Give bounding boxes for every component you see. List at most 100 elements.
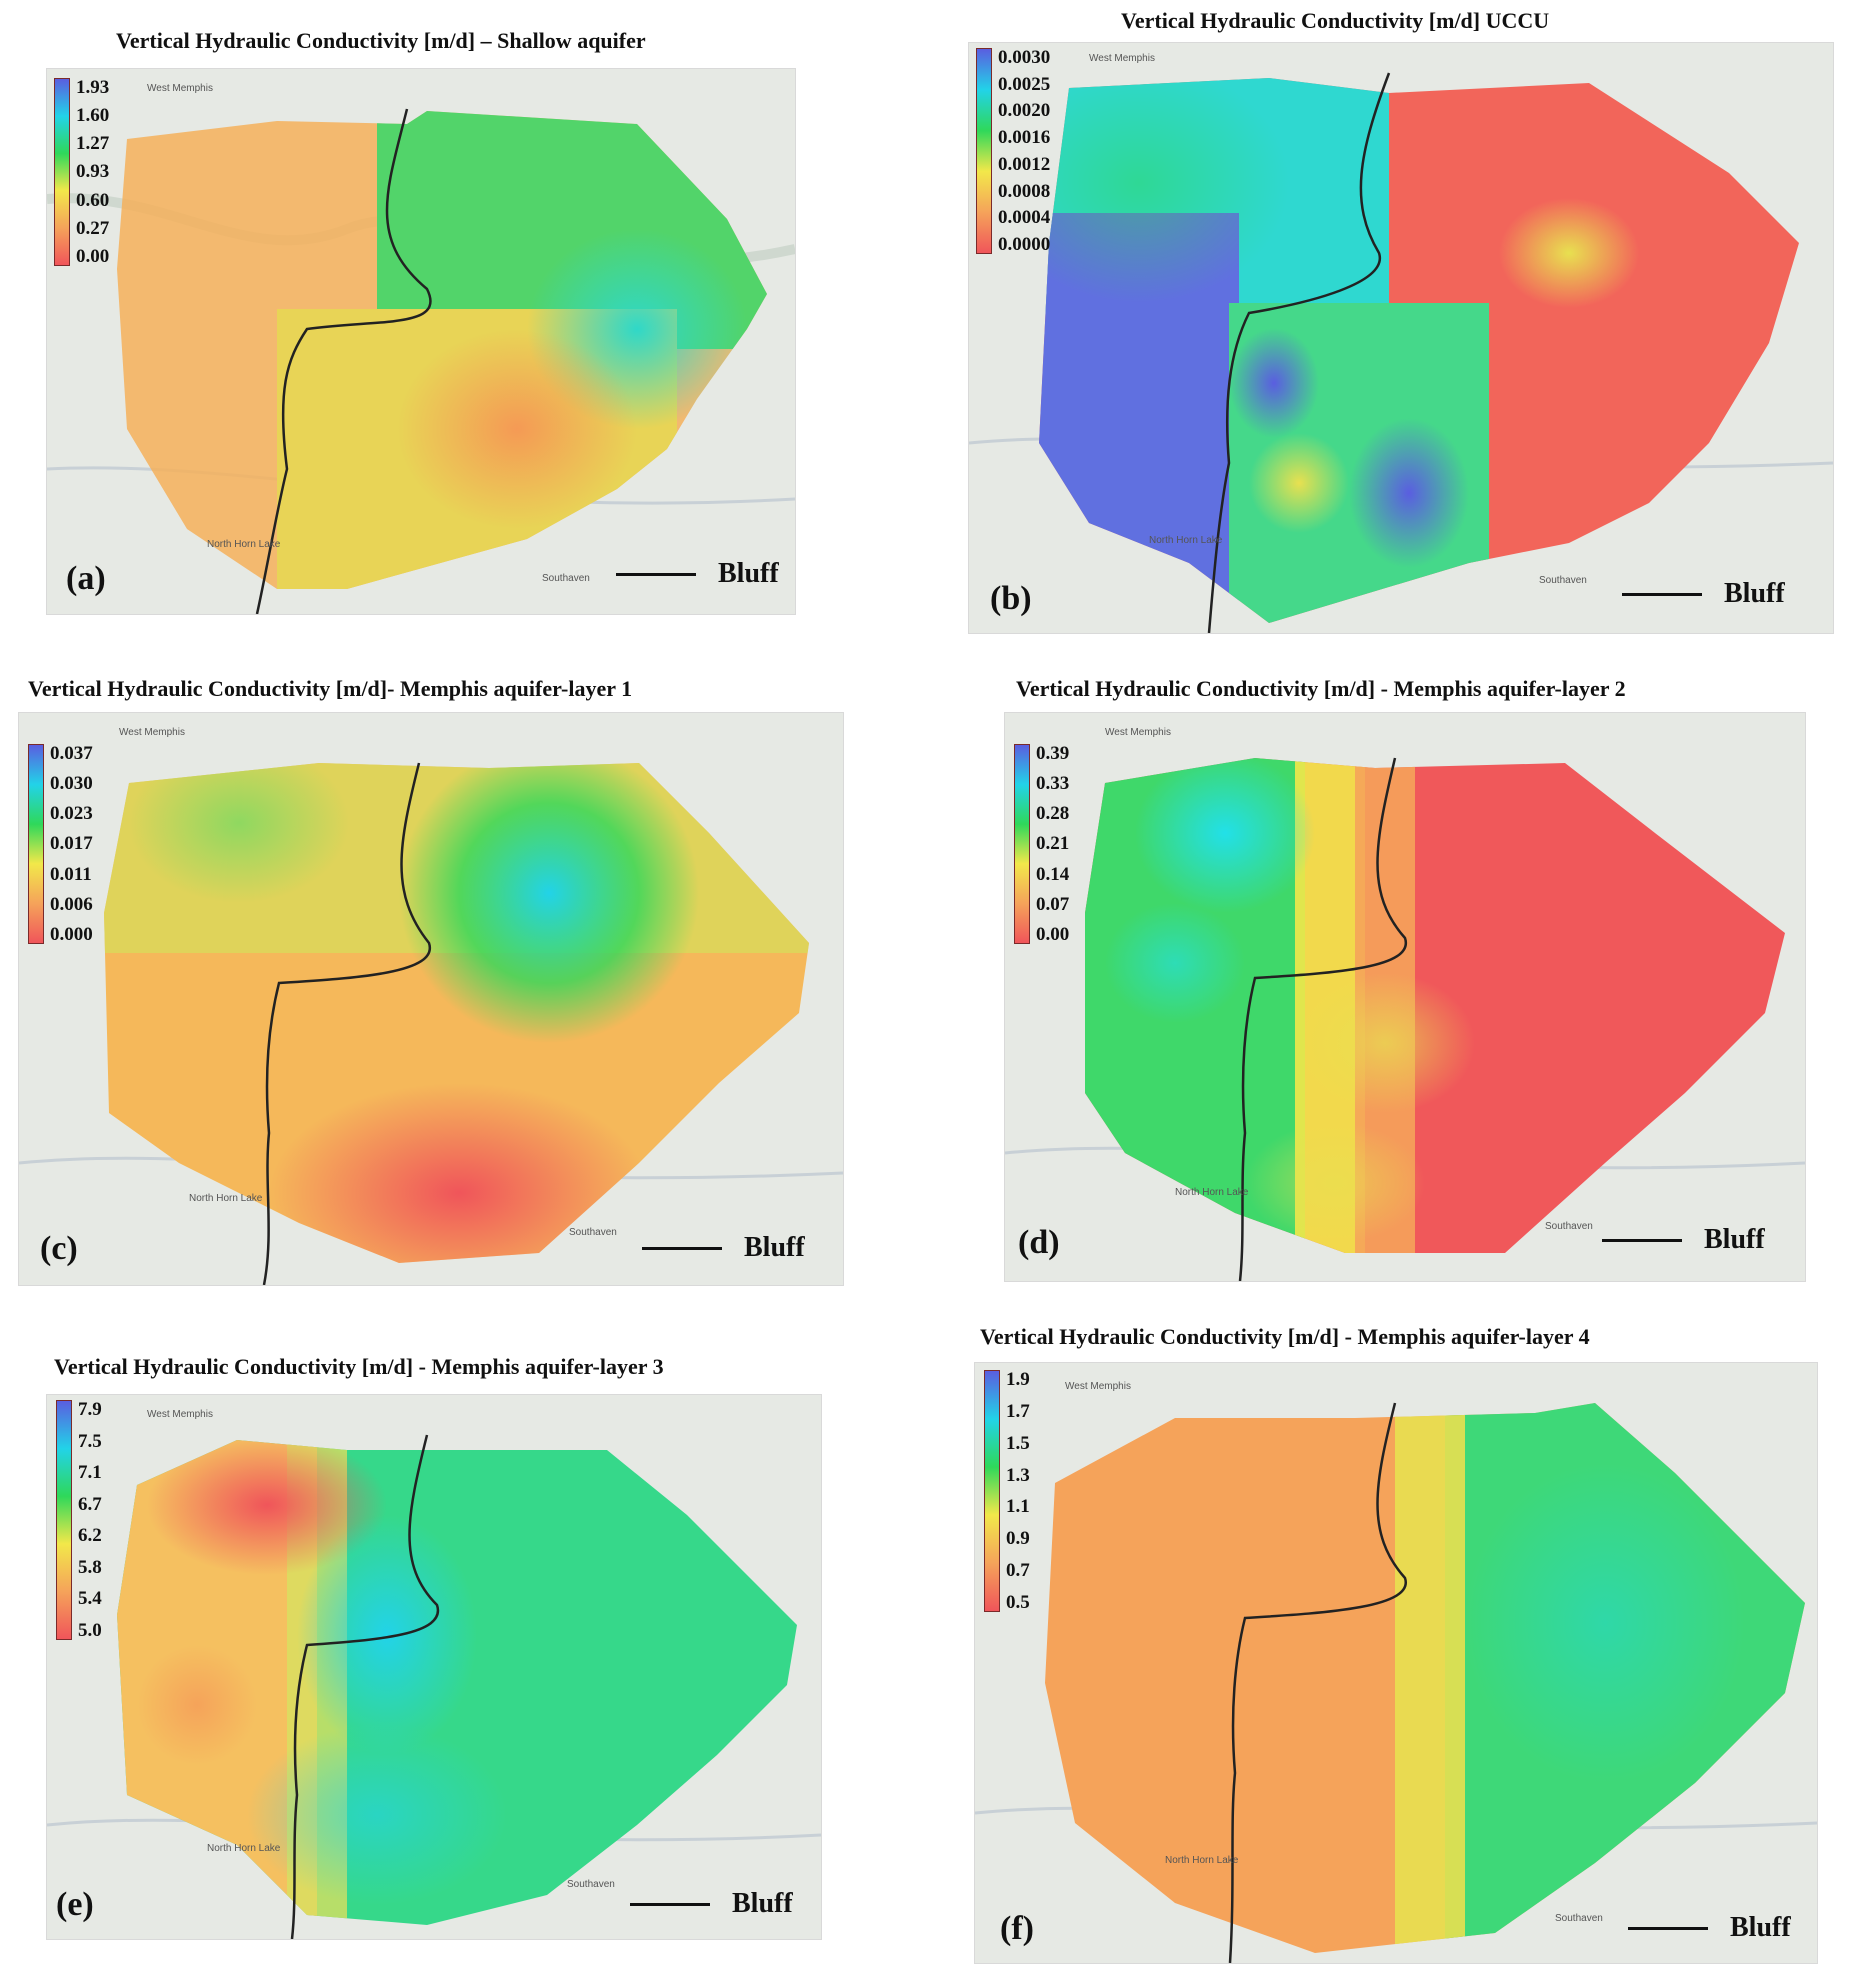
legend-tick: 0.00 [76,245,110,267]
svg-text:West Memphis: West Memphis [1089,53,1155,64]
legend-tick: 0.037 [50,743,93,764]
legend-tick: 1.93 [76,77,110,98]
svg-text:Southaven: Southaven [567,1879,615,1890]
legend-tick: 1.9 [1006,1369,1030,1390]
svg-text:Southaven: Southaven [1539,575,1587,586]
svg-text:Southaven: Southaven [569,1227,617,1238]
color-legend: 7.9 7.5 7.1 6.7 6.2 5.8 5.4 5.0 [56,1400,102,1640]
legend-colorbar [56,1400,72,1640]
legend-colorbar [28,744,44,944]
svg-text:West Memphis: West Memphis [1065,1381,1131,1392]
color-legend: 1.93 1.60 1.27 0.93 0.60 0.27 0.00 [54,78,109,266]
map: West Memphis Southaven North Horn Lake [18,712,844,1286]
svg-text:Southaven: Southaven [1555,1913,1603,1924]
panel-title: Vertical Hydraulic Conductivity [m/d] - … [1016,676,1626,701]
legend-tick: 0.7 [1006,1560,1030,1582]
bluff-legend: Bluff [1628,1912,1791,1944]
legend-tick: 0.14 [1036,863,1070,885]
legend-colorbar [54,78,70,266]
legend-tick: 0.07 [1036,893,1070,915]
panel-label: (a) [66,560,106,597]
bluff-label: Bluff [1730,1912,1791,1943]
panel-title: Vertical Hydraulic Conductivity [m/d] – … [116,28,646,53]
svg-text:North Horn Lake: North Horn Lake [189,1193,263,1204]
legend-tick: 5.4 [78,1588,102,1610]
svg-text:North Horn Lake: North Horn Lake [207,539,281,550]
bluff-line [1628,1926,1708,1930]
color-legend: 1.9 1.7 1.5 1.3 1.1 0.9 0.7 0.5 [984,1370,1030,1612]
panel-title: Vertical Hydraulic Conductivity [m/d] UC… [1121,8,1550,33]
legend-tick: 6.7 [78,1493,102,1515]
legend-tick: 1.60 [76,105,110,127]
bluff-line [1602,1238,1682,1242]
legend-tick: 0.030 [50,773,93,795]
map: West Memphis Southaven North Horn Lake [1004,712,1806,1282]
legend-tick: 1.5 [1006,1432,1030,1454]
legend-tick: 0.27 [76,217,110,239]
legend-tick: 0.9 [1006,1528,1030,1550]
legend-tick: 5.0 [78,1619,102,1641]
legend-tick: 1.1 [1006,1496,1030,1518]
bluff-line [1622,592,1702,596]
bluff-label: Bluff [732,1888,793,1919]
svg-text:West Memphis: West Memphis [119,727,185,738]
panel-label: (b) [990,580,1032,617]
svg-text:North Horn Lake: North Horn Lake [1149,535,1223,546]
legend-tick: 0.017 [50,833,93,855]
bluff-line [642,1246,722,1250]
bluff-line [630,1902,710,1906]
bluff-label: Bluff [744,1232,805,1263]
panel-label: (d) [1018,1224,1060,1261]
legend-tick: 7.9 [78,1399,102,1420]
legend-tick: 1.7 [1006,1400,1030,1422]
bluff-label: Bluff [1724,578,1785,609]
legend-tick: 0.5 [1006,1591,1030,1613]
legend-tick: 0.0016 [998,127,1051,149]
legend-tick: 0.000 [50,923,93,945]
legend-tick: 1.27 [76,133,110,155]
panel-label: (c) [40,1230,78,1267]
legend-colorbar [1014,744,1030,944]
legend-tick: 7.5 [78,1430,102,1452]
legend-tick: 0.60 [76,189,110,211]
bluff-label: Bluff [718,558,779,589]
svg-text:West Memphis: West Memphis [147,83,213,94]
legend-tick: 0.0025 [998,73,1051,95]
legend-tick: 0.39 [1036,743,1070,764]
bluff-legend: Bluff [630,1888,793,1920]
color-legend: 0.0030 0.0025 0.0020 0.0016 0.0012 0.000… [976,48,1050,254]
legend-tick: 0.006 [50,893,93,915]
panel-title: Vertical Hydraulic Conductivity [m/d] - … [980,1324,1590,1349]
svg-text:North Horn Lake: North Horn Lake [1175,1187,1249,1198]
legend-tick: 0.33 [1036,773,1070,795]
svg-text:Southaven: Southaven [542,573,590,584]
legend-tick: 0.011 [50,863,92,885]
legend-tick: 0.0004 [998,207,1051,229]
legend-tick: 0.28 [1036,803,1070,825]
legend-tick: 0.0000 [998,233,1051,255]
legend-tick: 0.0012 [998,153,1051,175]
map: West Memphis Southaven North Horn Lake [974,1362,1818,1964]
svg-text:West Memphis: West Memphis [1105,727,1171,738]
bluff-legend: Bluff [1622,578,1785,610]
legend-tick: 0.0030 [998,47,1051,68]
svg-text:North Horn Lake: North Horn Lake [1165,1855,1239,1866]
legend-tick: 6.2 [78,1525,102,1547]
panel-label: (f) [1000,1910,1034,1947]
legend-tick: 0.023 [50,803,93,825]
panel-title: Vertical Hydraulic Conductivity [m/d] - … [54,1354,664,1379]
legend-tick: 0.93 [76,161,110,183]
legend-tick: 7.1 [78,1462,102,1484]
legend-colorbar [984,1370,1000,1612]
legend-tick: 0.0008 [998,180,1051,202]
legend-tick: 0.21 [1036,833,1070,855]
map: West Memphis Southaven North Horn Lake [968,42,1834,634]
color-legend: 0.39 0.33 0.28 0.21 0.14 0.07 0.00 [1014,744,1069,944]
color-legend: 0.037 0.030 0.023 0.017 0.011 0.006 0.00… [28,744,93,944]
bluff-legend: Bluff [642,1232,805,1264]
map: West Memphis Southaven North Horn Lake [46,1394,822,1940]
svg-text:Southaven: Southaven [1545,1221,1593,1232]
map: West Memphis Southaven North Horn Lake [46,68,796,615]
legend-tick: 5.8 [78,1556,102,1578]
panel-title: Vertical Hydraulic Conductivity [m/d]- M… [28,676,633,701]
